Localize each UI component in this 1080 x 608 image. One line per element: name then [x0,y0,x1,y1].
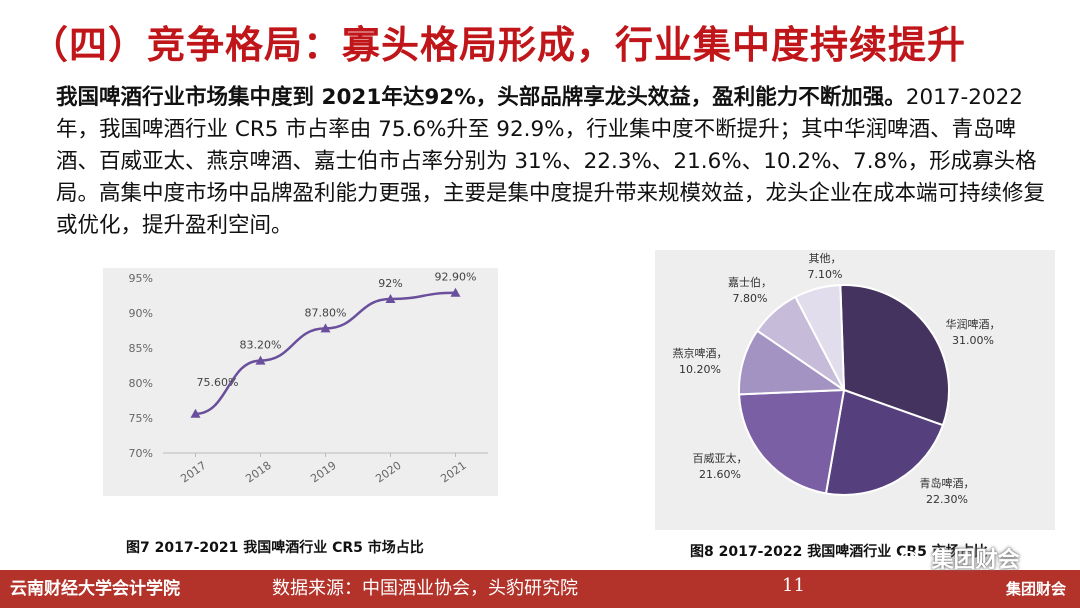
paragraph-lead: 我国啤酒行业市场集中度到 2021年达92%，头部品牌享龙头效益，盈利能力不断加… [56,85,906,110]
pie-chart-svg: 华润啤酒， 31.00% 青岛啤酒， 22.30% 百威亚太， 21.60% 燕京啤酒， 10… [673,252,1001,506]
page-number: 11 [782,575,805,596]
slide-title: （四）竞争格局：寡头格局形成，行业集中度持续提升 [30,22,967,67]
data-point [385,294,396,303]
y-tick-label: 75% [129,412,153,425]
data-point [450,287,461,297]
line-chart-cr5: 70% 75% 80% 85% 90% 95% 2017 2018 2019 2020 2021 75… [103,268,498,496]
figure7-caption: 图7 2017-2021 我国啤酒行业 CR5 市场占比 [126,540,424,556]
data-label: 83.20% [240,339,282,352]
slice-qingdao [824,388,945,496]
slice-value-label: 31.00% [952,334,994,347]
slice-value-label: 22.30% [926,493,968,506]
y-tick-label: 85% [129,342,153,355]
y-tick-label: 80% [129,377,153,390]
data-point [190,408,201,418]
figure8-caption: 图8 2017-2022 我国啤酒行业 CR5 市场占比 [690,544,988,560]
x-tick-label: 2017 [178,459,208,486]
slice-other [794,284,845,391]
slice-huarun [839,284,950,427]
x-tick-label: 2021 [438,459,468,486]
x-tick-label: 2019 [308,459,338,486]
footer-school: 云南财经大学会计学院 [10,579,180,599]
slice-budweiser-apac [738,388,846,495]
slice-label: 其他， [809,252,842,265]
slice-label: 百威亚太， [693,452,748,465]
data-label: 92% [378,277,402,290]
data-label: 87.80% [305,306,347,319]
y-tick-label: 70% [129,447,153,460]
slice-value-label: 21.60% [699,468,741,481]
footer-brand: 集团财会 [1005,580,1066,598]
x-tick-label: 2020 [373,459,403,486]
watermark-text: 集团财会 [931,548,1020,573]
y-tick-label: 95% [129,272,153,285]
data-point [320,323,331,333]
pie-chart-market-share: 华润啤酒， 31.00% 青岛啤酒， 22.30% 百威亚太， 21.60% 燕京啤酒， 10… [655,250,1055,530]
watermark: 集团财会 [900,546,1070,576]
data-label: 75.60% [197,376,239,389]
slice-value-label: 7.10% [808,268,843,281]
line-chart-svg: 70% 75% 80% 85% 90% 95% 2017 2018 2019 2020 2021 75… [129,271,488,486]
slice-value-label: 10.20% [679,363,721,376]
footer-source: 数据来源：中国酒业协会，头豹研究院 [272,578,578,599]
slice-label: 嘉士伯， [728,275,772,289]
y-tick-label: 90% [129,307,153,320]
data-point [255,355,266,365]
footer-bar: 云南财经大学会计学院 数据来源：中国酒业协会，头豹研究院 11 集团财会 [0,570,1080,608]
slice-label: 青岛啤酒， [920,476,975,490]
wechat-icon [900,550,924,572]
slice-value-label: 7.80% [733,292,768,305]
x-tick-label: 2018 [243,459,273,486]
body-paragraph: 我国啤酒行业市场集中度到 2021年达92%，头部品牌享龙头效益，盈利能力不断加… [56,82,1046,242]
slice-label: 燕京啤酒， [673,346,728,360]
data-label: 92.90% [435,271,477,284]
paragraph-rest: 2017-2022年，我国啤酒行业 CR5 市占率由 75.6%升至 92.9%… [56,85,1046,238]
slice-label: 华润啤酒， [946,317,1001,331]
